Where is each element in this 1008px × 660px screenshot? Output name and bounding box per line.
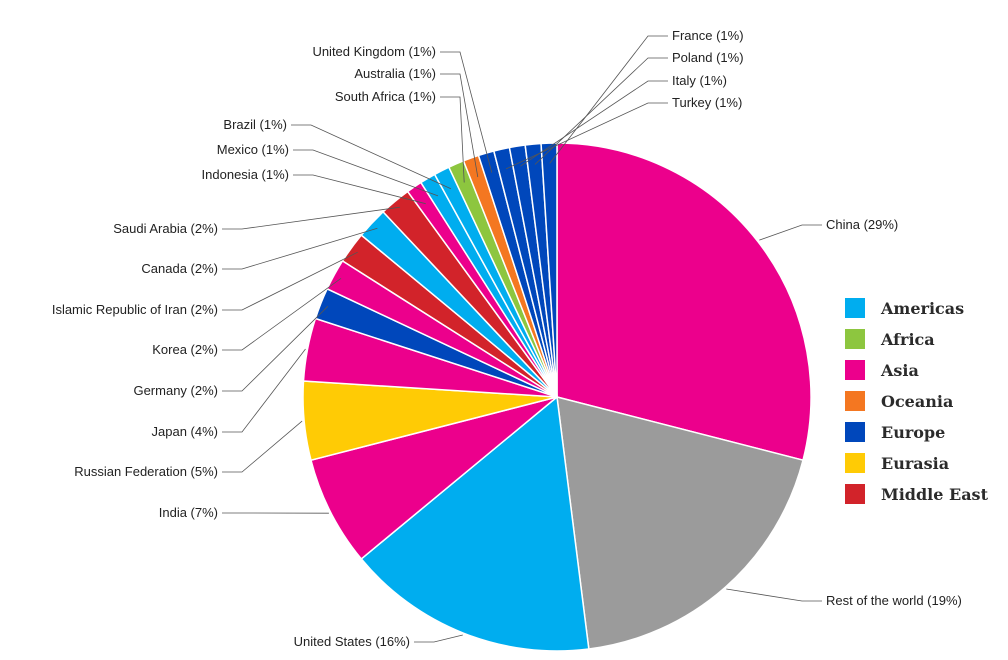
- slice-label-korea: Korea (2%): [152, 342, 218, 357]
- leader-line-japan: [222, 348, 306, 433]
- slice-label-united-states: United States (16%): [294, 634, 410, 649]
- legend-label-eurasia: Eurasia: [881, 454, 949, 473]
- leader-line-united-states: [414, 634, 463, 643]
- slice-label-mexico: Mexico (1%): [217, 142, 289, 157]
- slice-label-germany: Germany (2%): [133, 383, 218, 398]
- legend-swatch-eurasia: [845, 453, 865, 473]
- slice-label-australia: Australia (1%): [354, 66, 436, 81]
- leader-line-indonesia: [293, 174, 426, 205]
- slice-france: [540, 142, 558, 398]
- leader-line-poland: [534, 57, 668, 165]
- legend-label-africa: Africa: [880, 330, 935, 349]
- legend-swatch-americas: [845, 298, 865, 318]
- leader-line-rest-of-the-world: [726, 588, 822, 602]
- slice-label-france: France (1%): [672, 28, 744, 43]
- leader-line-south-africa: [440, 96, 465, 183]
- slice-label-russian-federation: Russian Federation (5%): [74, 464, 218, 479]
- slice-label-south-africa: South Africa (1%): [335, 89, 436, 104]
- pie-slices: [302, 142, 812, 652]
- slice-label-saudi-arabia: Saudi Arabia (2%): [113, 221, 218, 236]
- leader-line-france: [549, 35, 668, 164]
- slice-label-brazil: Brazil (1%): [223, 117, 287, 132]
- leader-line-australia: [440, 73, 479, 178]
- legend-label-americas: Americas: [880, 299, 964, 318]
- leader-line-united-kingdom: [440, 51, 493, 173]
- slice-labels: China (29%) Rest of the world (19%) United…: [52, 28, 962, 649]
- leader-line-china: [759, 224, 822, 241]
- slice-label-islamic-republic-of-iran: Islamic Republic of Iran (2%): [52, 302, 218, 317]
- leader-line-brazil: [291, 124, 452, 190]
- legend-label-asia: Asia: [880, 361, 919, 380]
- slice-india: [310, 396, 558, 560]
- slice-label-indonesia: Indonesia (1%): [202, 167, 289, 182]
- leader-lines: [222, 35, 822, 643]
- leader-line-islamic-republic-of-iran: [222, 251, 358, 311]
- slice-label-united-kingdom: United Kingdom (1%): [312, 44, 436, 59]
- slice-label-canada: Canada (2%): [141, 261, 218, 276]
- slice-label-poland: Poland (1%): [672, 50, 744, 65]
- leader-line-russian-federation: [222, 420, 303, 473]
- slice-label-japan: Japan (4%): [152, 424, 218, 439]
- legend-label-middle-east: Middle East: [881, 485, 989, 504]
- slice-rest-of-the-world: [556, 395, 804, 650]
- slice-united-states: [360, 395, 590, 652]
- leader-line-mexico: [293, 149, 439, 197]
- legend-swatch-middle-east: [845, 484, 865, 504]
- slice-label-turkey: Turkey (1%): [672, 95, 742, 110]
- legend-label-oceania: Oceania: [881, 392, 953, 411]
- slice-label-china: China (29%): [826, 217, 898, 232]
- legend-swatch-africa: [845, 329, 865, 349]
- slice-label-italy: Italy (1%): [672, 73, 727, 88]
- legend-swatch-oceania: [845, 391, 865, 411]
- legend: Americas Africa Asia Oceania Europe Eurasia Mi…: [845, 298, 989, 504]
- slice-label-rest-of-the-world: Rest of the world (19%): [826, 593, 962, 608]
- leader-line-korea: [222, 277, 342, 351]
- leader-line-germany: [222, 306, 329, 392]
- legend-swatch-europe: [845, 422, 865, 442]
- leader-line-canada: [222, 227, 378, 270]
- slice-china: [556, 142, 812, 462]
- leader-line-saudi-arabia: [222, 206, 401, 230]
- legend-label-europe: Europe: [881, 423, 945, 442]
- legend-swatch-asia: [845, 360, 865, 380]
- slice-label-india: India (7%): [159, 505, 218, 520]
